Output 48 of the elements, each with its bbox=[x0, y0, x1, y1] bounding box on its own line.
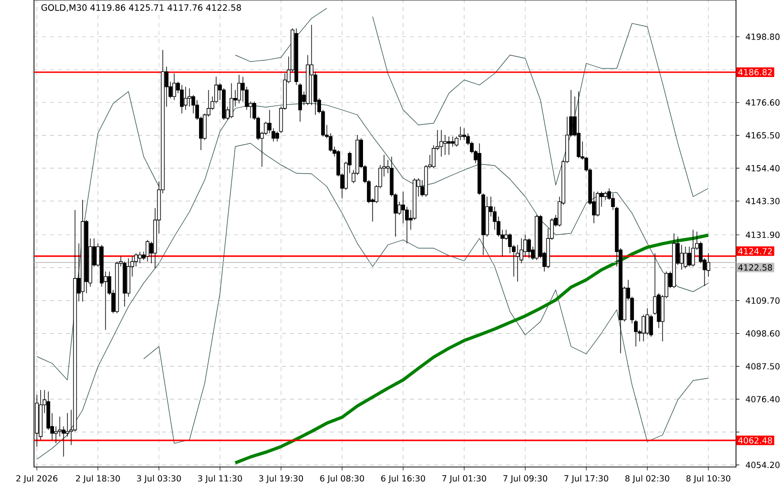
x-tick-label: 2 Jul 2026 bbox=[16, 475, 58, 484]
candlestick bbox=[184, 86, 188, 110]
y-tick-label: 4109.70 bbox=[746, 297, 780, 304]
y-tick-label: 4054.20 bbox=[746, 462, 780, 468]
candlestick bbox=[691, 229, 695, 267]
candlestick bbox=[642, 314, 646, 342]
y-tick-label: 4165.50 bbox=[746, 132, 780, 139]
x-tick-label: 8 Jul 10:30 bbox=[686, 475, 730, 484]
ref-line-label: 4186.82 bbox=[738, 69, 772, 76]
x-tick-label: 7 Jul 17:30 bbox=[564, 475, 608, 484]
candlestick bbox=[596, 191, 600, 217]
ref-line-label: 4122.58 bbox=[738, 264, 772, 271]
candlestick bbox=[516, 244, 520, 282]
x-tick-label: 2 Jul 18:30 bbox=[76, 475, 120, 484]
candlestick bbox=[687, 246, 692, 267]
candlestick bbox=[680, 244, 684, 270]
candlestick bbox=[146, 240, 150, 262]
x-tick-label: 6 Jul 16:30 bbox=[381, 475, 426, 484]
x-tick-label: 3 Jul 03:30 bbox=[137, 475, 181, 484]
y-tick-label: 4143.30 bbox=[746, 198, 780, 204]
candlestick bbox=[66, 412, 70, 437]
candlestick bbox=[684, 246, 688, 269]
y-tick-label: 4198.80 bbox=[746, 34, 780, 40]
x-tick-label: 6 Jul 08:30 bbox=[320, 475, 364, 484]
candlestick bbox=[230, 82, 234, 118]
candlestick bbox=[237, 74, 241, 104]
candlestick bbox=[180, 84, 184, 114]
candlestick bbox=[138, 251, 142, 264]
chart-title: GOLD,M30 4119.86 4125.71 4117.76 4122.58 bbox=[41, 4, 241, 12]
y-tick-label: 4098.60 bbox=[746, 330, 780, 337]
candlestick bbox=[649, 314, 653, 338]
candlestick bbox=[172, 73, 176, 100]
x-tick-label: 7 Jul 01:30 bbox=[442, 475, 486, 484]
y-tick-label: 4131.90 bbox=[746, 232, 780, 238]
y-tick-label: 4087.50 bbox=[746, 363, 780, 370]
y-tick-label: 4176.60 bbox=[746, 99, 780, 106]
x-tick-label: 3 Jul 11:30 bbox=[198, 475, 242, 484]
candlestick bbox=[523, 234, 528, 257]
x-tick-label: 8 Jul 02:30 bbox=[625, 475, 670, 484]
ref-line-label: 4124.72 bbox=[738, 248, 772, 254]
y-tick-label: 4154.40 bbox=[746, 165, 780, 172]
x-tick-label: 7 Jul 09:30 bbox=[503, 475, 548, 484]
x-tick-label: 3 Jul 19:30 bbox=[259, 475, 303, 484]
candlestick bbox=[527, 238, 531, 259]
ref-line-label: 4062.48 bbox=[738, 437, 772, 444]
y-tick-label: 4076.40 bbox=[746, 396, 780, 402]
candlestick bbox=[188, 88, 192, 107]
line-series bbox=[143, 143, 709, 444]
